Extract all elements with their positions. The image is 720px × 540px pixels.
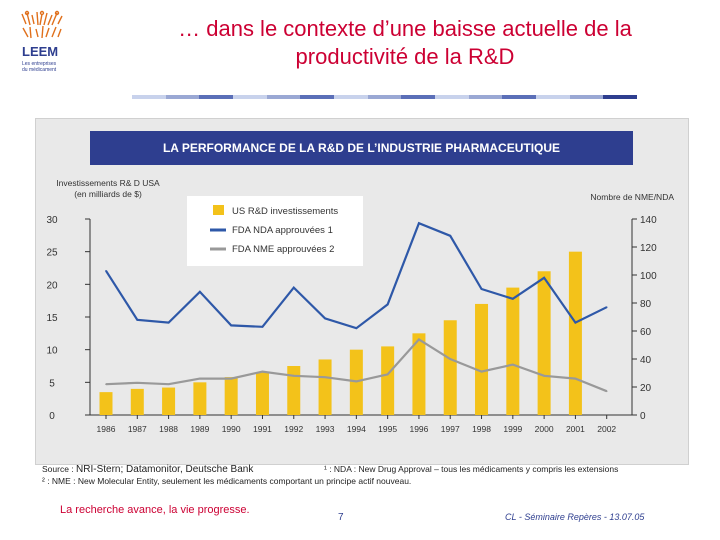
slide-title: … dans le contexte d’une baisse actuelle…: [95, 15, 715, 71]
footer-event: CL - Séminaire Repères - 13.07.05: [505, 512, 645, 522]
rule-segment: [435, 95, 469, 99]
rule-segment: [502, 95, 537, 99]
rule-segment: [266, 95, 301, 99]
source-notes: Source : NRI-Stern; Datamonitor, Deutsch…: [42, 462, 642, 492]
logo-tagline-2: du médicament: [22, 67, 57, 73]
rule-segment: [334, 95, 368, 99]
slide-title-line1: … dans le contexte d’une baisse actuelle…: [178, 16, 632, 41]
nda-footnote: ¹ : NDA : New Drug Approval – tous les m…: [324, 464, 619, 474]
chart-title: LA PERFORMANCE DE LA R&D DE L’INDUSTRIE …: [90, 131, 633, 165]
leem-logo: LEEM Les entreprises du médicament: [21, 10, 63, 73]
page-number: 7: [338, 512, 344, 523]
rule-segment: [367, 95, 402, 99]
logo-text: LEEM: [22, 44, 58, 59]
logo-figures-icon: [21, 10, 63, 39]
rule-segment: [536, 95, 570, 99]
rule-segment: [199, 95, 234, 99]
footer-slogan: La recherche avance, la vie progresse.: [60, 504, 250, 516]
rule-segment: [401, 95, 436, 99]
rule-segment: [233, 95, 267, 99]
rule-segment: [132, 95, 166, 99]
rule-segment: [165, 95, 200, 99]
source-line: Source : NRI-Stern; Datamonitor, Deutsch…: [42, 464, 253, 475]
rule-segment: [569, 95, 604, 99]
rule-segment: [468, 95, 503, 99]
nme-footnote: ² : NME : New Molecular Entity, seulemen…: [42, 476, 412, 486]
title-underline: [132, 95, 638, 99]
rule-segment: [603, 95, 638, 99]
rule-segment: [300, 95, 335, 99]
logo-tagline-1: Les entreprises: [22, 61, 57, 67]
chart-panel: [35, 118, 689, 465]
source-label: Source :: [42, 464, 74, 474]
source-text: NRI-Stern; Datamonitor, Deutsche Bank: [76, 464, 254, 475]
slide-title-line2: productivité de la R&D: [295, 44, 515, 69]
